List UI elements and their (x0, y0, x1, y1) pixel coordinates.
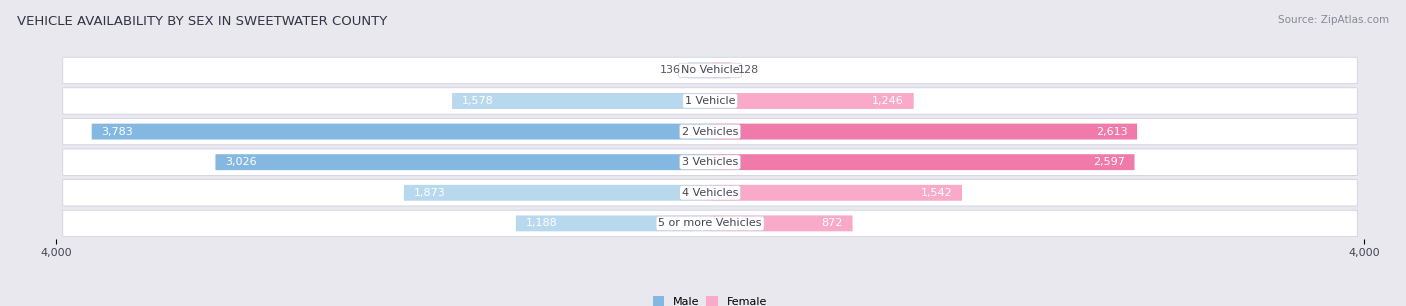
FancyBboxPatch shape (63, 210, 1357, 237)
FancyBboxPatch shape (710, 185, 962, 201)
Text: 1,246: 1,246 (872, 96, 904, 106)
Text: 1,542: 1,542 (921, 188, 952, 198)
FancyBboxPatch shape (516, 215, 710, 231)
FancyBboxPatch shape (91, 124, 710, 140)
Text: VEHICLE AVAILABILITY BY SEX IN SWEETWATER COUNTY: VEHICLE AVAILABILITY BY SEX IN SWEETWATE… (17, 15, 387, 28)
FancyBboxPatch shape (63, 57, 1357, 84)
Text: 128: 128 (738, 65, 759, 75)
Text: 3,026: 3,026 (225, 157, 257, 167)
FancyBboxPatch shape (453, 93, 710, 109)
FancyBboxPatch shape (63, 180, 1357, 206)
Legend: Male, Female: Male, Female (650, 293, 770, 306)
FancyBboxPatch shape (63, 149, 1357, 175)
Text: 3,783: 3,783 (101, 127, 134, 136)
Text: 2,597: 2,597 (1092, 157, 1125, 167)
Text: No Vehicle: No Vehicle (681, 65, 740, 75)
FancyBboxPatch shape (63, 88, 1357, 114)
Text: 2,613: 2,613 (1095, 127, 1128, 136)
FancyBboxPatch shape (710, 154, 1135, 170)
FancyBboxPatch shape (710, 124, 1137, 140)
Text: 136: 136 (661, 65, 682, 75)
Text: 4 Vehicles: 4 Vehicles (682, 188, 738, 198)
FancyBboxPatch shape (688, 62, 710, 78)
Text: 1,578: 1,578 (463, 96, 494, 106)
FancyBboxPatch shape (710, 62, 731, 78)
Text: 5 or more Vehicles: 5 or more Vehicles (658, 218, 762, 228)
Text: 872: 872 (821, 218, 842, 228)
Text: Source: ZipAtlas.com: Source: ZipAtlas.com (1278, 15, 1389, 25)
Text: 2 Vehicles: 2 Vehicles (682, 127, 738, 136)
FancyBboxPatch shape (63, 118, 1357, 145)
FancyBboxPatch shape (710, 93, 914, 109)
Text: 1,873: 1,873 (413, 188, 446, 198)
FancyBboxPatch shape (404, 185, 710, 201)
FancyBboxPatch shape (710, 215, 852, 231)
Text: 1 Vehicle: 1 Vehicle (685, 96, 735, 106)
Text: 3 Vehicles: 3 Vehicles (682, 157, 738, 167)
FancyBboxPatch shape (215, 154, 710, 170)
Text: 1,188: 1,188 (526, 218, 557, 228)
